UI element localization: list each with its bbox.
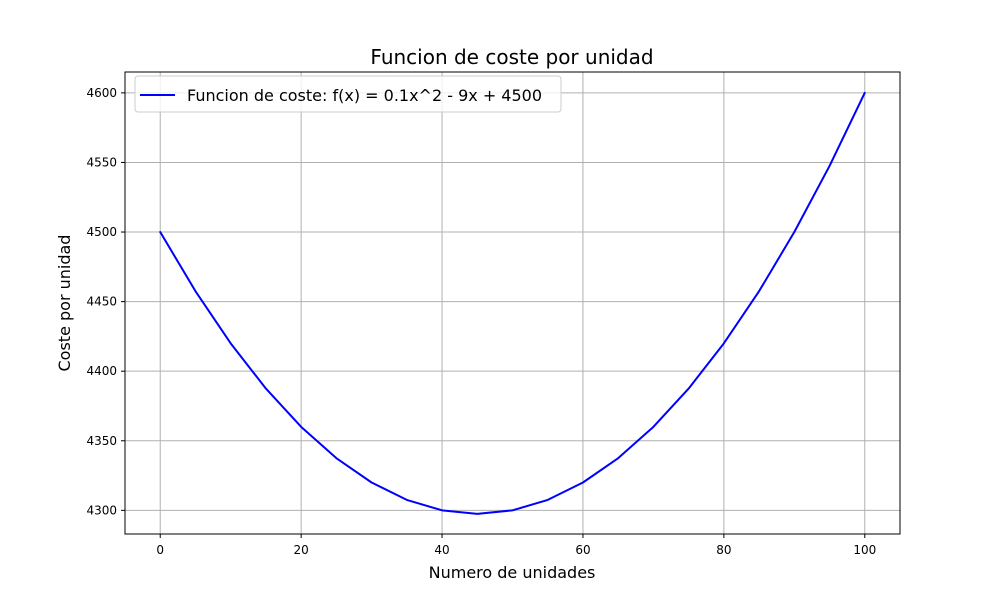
series-layer: [159, 91, 866, 515]
y-tick-label: 4400: [86, 364, 117, 378]
x-axis-label: Numero de unidades: [429, 563, 596, 582]
y-tick-label: 4600: [86, 86, 117, 100]
axes-frame: [124, 71, 901, 535]
y-axis-label: Coste por unidad: [55, 235, 74, 372]
y-tick-label: 4500: [86, 225, 117, 239]
legend-box: [134, 75, 562, 113]
y-axis: 4300 4350 4400 4450 4500 4550 4600: [86, 86, 125, 517]
x-axis: 0 20 40 60 80 100: [156, 534, 876, 557]
legend-label: Funcion de coste: f(x) = 0.1x^2 - 9x + 4…: [187, 86, 542, 105]
x-tick-label: 80: [716, 543, 731, 557]
series-line: [159, 91, 866, 515]
chart-title: Funcion de coste por unidad: [370, 45, 653, 69]
y-tick-label: 4450: [86, 295, 117, 309]
legend: Funcion de coste: f(x) = 0.1x^2 - 9x + 4…: [134, 75, 562, 113]
x-tick-label: 100: [853, 543, 876, 557]
x-tick-label: 20: [293, 543, 308, 557]
x-tick-label: 40: [434, 543, 449, 557]
plot-area-border: [124, 71, 901, 535]
y-tick-label: 4300: [86, 503, 117, 517]
grid: [125, 72, 900, 534]
y-tick-label: 4350: [86, 434, 117, 448]
x-tick-label: 60: [575, 543, 590, 557]
y-tick-label: 4550: [86, 155, 117, 169]
x-tick-label: 0: [156, 543, 164, 557]
